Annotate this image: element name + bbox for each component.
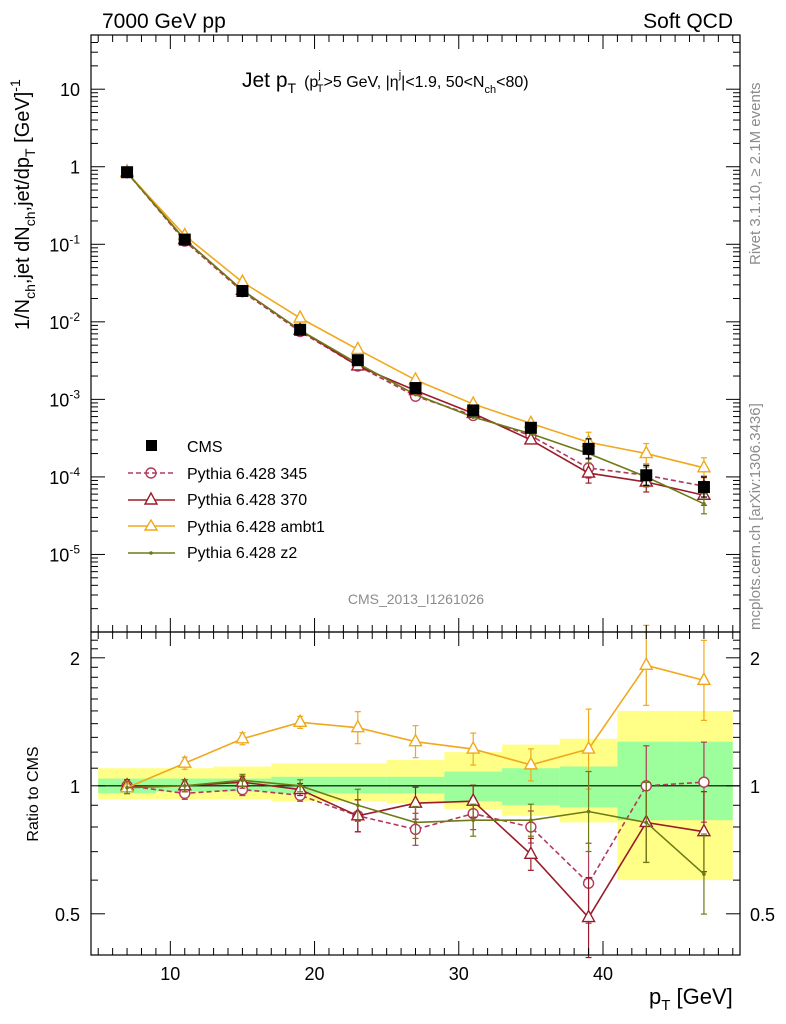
legend-marker-370 <box>143 491 159 505</box>
x-tick-label: 20 <box>305 964 325 984</box>
band-inner-bin <box>386 776 445 794</box>
point-ambt1 <box>639 445 654 459</box>
y-tick-label-top: 10-3 <box>49 387 80 410</box>
ratio-line-p345 <box>126 781 704 885</box>
y-tick-label-top: 10-5 <box>49 542 80 565</box>
point-cms <box>467 404 480 417</box>
y-tick-label-top: 10-4 <box>49 465 80 488</box>
ratio-point-z2 <box>644 820 649 825</box>
rivet-version-label: Rivet 3.1.10, ≥ 2.1M events <box>747 83 764 266</box>
series-line-ambt1 <box>126 172 705 469</box>
y-tick-label-bottom: 0.5 <box>55 905 80 925</box>
x-tick-label: 30 <box>449 964 469 984</box>
legend-marker-cms <box>146 440 157 451</box>
y-tick-label-top: 10-1 <box>49 232 80 255</box>
point-cms <box>121 166 134 179</box>
y-tick-label-bottom: 2 <box>70 649 80 669</box>
point-ambt1 <box>696 459 712 473</box>
x-tick-label: 10 <box>160 964 180 984</box>
point-cms <box>409 382 422 395</box>
ratio-point-z2 <box>240 778 245 783</box>
ratio-point-z2 <box>586 809 591 814</box>
ratio-point-z2 <box>471 818 475 823</box>
ratio-point-ambt1 <box>177 754 192 768</box>
top-panel-frame <box>90 34 741 633</box>
ratio-point-z2 <box>125 785 129 790</box>
series-layer <box>119 163 712 959</box>
legend-marker-ambt1 <box>143 518 159 531</box>
ratio-point-ambt1 <box>350 719 365 733</box>
y-axis-label-bottom: Ratio to CMS <box>25 746 42 841</box>
y-tick-label-bottom-right: 0.5 <box>750 905 775 925</box>
legend-marker-z2 <box>149 551 153 555</box>
point-cms <box>178 233 191 246</box>
point-ambt1 <box>292 309 308 323</box>
axis-ticks: 10 20 30 40 10 1 10-1 10-2 10-3 10-4 10-5 2 2 1 1 0.5 0.… <box>49 34 775 984</box>
point-cms <box>640 469 653 482</box>
point-cms <box>524 421 537 434</box>
ratio-point-z2 <box>182 784 187 788</box>
ratio-point-ambt1 <box>466 740 481 754</box>
ratio-point-ambt1 <box>523 756 539 770</box>
ratio-point-ambt1 <box>581 740 596 754</box>
x-tick-label: 40 <box>593 964 613 984</box>
point-cms <box>294 323 307 336</box>
ratio-point-z2 <box>413 820 418 825</box>
point-cms <box>236 284 249 297</box>
y-tick-label-bottom: 1 <box>70 777 80 797</box>
header-right: Soft QCD <box>643 10 733 33</box>
ratio-point-z2 <box>529 818 533 823</box>
legend-label-370: Pythia 6.428 370 <box>187 492 307 509</box>
point-ambt1 <box>350 341 365 355</box>
ratio-point-ambt1 <box>639 656 654 671</box>
y-tick-label-top: 10-2 <box>49 310 80 333</box>
y-tick-label-top: 10 <box>60 80 80 100</box>
ratio-point-ambt1 <box>408 733 423 747</box>
x-axis-label: pT [GeV] <box>649 984 733 1014</box>
mcplots-label: mcplots.cern.ch [arXiv:1306.3436] <box>747 403 764 630</box>
ratio-point-p370 <box>523 845 539 860</box>
y-tick-label-bottom-right: 1 <box>750 777 760 797</box>
header-left: 7000 GeV pp <box>102 10 226 33</box>
ratio-point-p345 <box>698 776 710 788</box>
ratio-point-z2 <box>298 784 302 788</box>
ratio-point-ambt1 <box>235 730 250 744</box>
point-cms <box>697 481 710 494</box>
y-axis-label-top: 1/Nch,jet dNch,jet/dpT [GeV]-1 <box>7 79 38 330</box>
band-inner-bin <box>328 776 387 794</box>
point-p370 <box>581 464 596 478</box>
ratio-point-ambt1 <box>696 671 712 686</box>
y-tick-label-bottom-right: 2 <box>750 649 760 669</box>
point-z2 <box>702 502 706 506</box>
ratio-point-z2 <box>356 803 360 808</box>
y-tick-label-top: 1 <box>70 158 80 178</box>
point-cms <box>351 354 364 367</box>
ratio-point-z2 <box>702 872 706 876</box>
ratio-point-p370 <box>581 909 596 923</box>
analysis-watermark: CMS_2013_I1261026 <box>348 591 484 607</box>
legend-label-ambt1: Pythia 6.428 ambt1 <box>187 519 325 536</box>
legend: CMS Pythia 6.428 345 Pythia 6.428 370 Py… <box>128 439 325 562</box>
legend-label-cms: CMS <box>187 439 223 456</box>
legend-marker-345 <box>145 467 157 479</box>
ratio-point-ambt1 <box>292 713 308 728</box>
legend-label-z2: Pythia 6.428 z2 <box>187 545 297 562</box>
point-p370 <box>523 431 539 445</box>
point-ambt1 <box>235 273 250 287</box>
plot-title: Jet pT (pj T>5 GeV, |ηj|<1.9, 50<Nch<80) <box>242 69 529 96</box>
point-cms <box>582 442 595 455</box>
legend-label-345: Pythia 6.428 345 <box>187 466 307 483</box>
